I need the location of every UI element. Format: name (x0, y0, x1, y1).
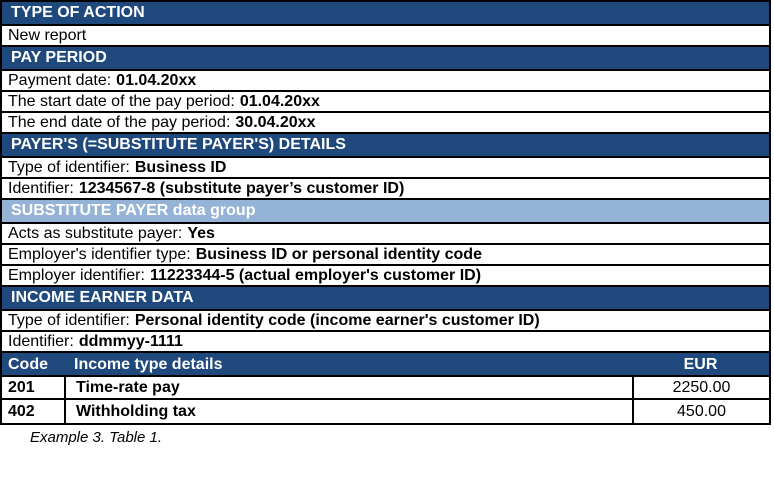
field-label: Employer identifier: (8, 266, 145, 284)
row-pay-period-start: The start date of the pay period: 01.04.… (2, 92, 769, 113)
field-label: Type of identifier: (8, 158, 130, 176)
income-type-details: Withholding tax (64, 400, 632, 423)
row-employer-identifier-type: Employer's identifier type: Business ID … (2, 245, 769, 266)
field-label: Identifier: (8, 332, 74, 350)
action-value: New report (8, 26, 87, 44)
field-value: Business ID (134, 158, 227, 176)
field-value: 1234567-8 (substitute payer’s customer I… (78, 179, 405, 197)
field-value: 11223344-5 (actual employer's customer I… (149, 266, 482, 284)
field-value: Yes (187, 224, 215, 242)
section-header-type-of-action: TYPE OF ACTION (2, 2, 769, 26)
section-title: SUBSTITUTE PAYER data group (11, 202, 256, 219)
field-value: 30.04.20xx (235, 113, 316, 131)
income-row-time-rate-pay: 201 Time-rate pay 2250.00 (2, 377, 769, 400)
field-value: Business ID or personal identity code (195, 245, 482, 263)
row-payer-identifier: Identifier: 1234567-8 (substitute payer’… (2, 179, 769, 200)
field-label: Type of identifier: (8, 311, 130, 329)
income-code: 201 (8, 379, 35, 396)
row-action-value: New report (2, 26, 769, 47)
table-caption: Example 3. Table 1. (30, 429, 163, 446)
income-type-details: Time-rate pay (64, 377, 632, 398)
income-amount: 2250.00 (632, 377, 769, 398)
field-label: Identifier: (8, 179, 74, 197)
income-code: 402 (8, 403, 35, 420)
section-header-substitute-payer: SUBSTITUTE PAYER data group (2, 200, 769, 224)
column-header-eur: EUR (683, 355, 718, 373)
income-table-header-row: Code Income type details EUR (2, 353, 769, 377)
row-earner-identifier-type: Type of identifier: Personal identity co… (2, 311, 769, 332)
section-title: TYPE OF ACTION (11, 4, 145, 21)
field-value: ddmmyy-1111 (78, 332, 183, 350)
section-header-payers-details: PAYER'S (=SUBSTITUTE PAYER'S) DETAILS (2, 134, 769, 158)
field-value: Personal identity code (income earner's … (134, 311, 540, 329)
section-header-pay-period: PAY PERIOD (2, 47, 769, 71)
section-title: PAY PERIOD (11, 49, 107, 66)
row-employer-identifier: Employer identifier: 11223344-5 (actual … (2, 266, 769, 287)
field-label: The start date of the pay period: (8, 92, 235, 110)
row-pay-period-end: The end date of the pay period: 30.04.20… (2, 113, 769, 134)
field-label: The end date of the pay period: (8, 113, 231, 131)
field-label: Acts as substitute payer: (8, 224, 183, 242)
section-title: INCOME EARNER DATA (11, 289, 194, 306)
field-label: Payment date: (8, 71, 112, 89)
section-title: PAYER'S (=SUBSTITUTE PAYER'S) DETAILS (11, 136, 346, 153)
column-header-code: Code (8, 355, 48, 373)
row-payment-date: Payment date: 01.04.20xx (2, 71, 769, 92)
column-header-income-type-details: Income type details (74, 355, 223, 373)
section-header-income-earner-data: INCOME EARNER DATA (2, 287, 769, 311)
field-value: 01.04.20xx (116, 71, 197, 89)
row-earner-identifier: Identifier: ddmmyy-1111 (2, 332, 769, 353)
field-value: 01.04.20xx (239, 92, 320, 110)
row-acts-as-substitute-payer: Acts as substitute payer: Yes (2, 224, 769, 245)
field-label: Employer's identifier type: (8, 245, 191, 263)
income-amount: 450.00 (632, 400, 769, 423)
row-payer-identifier-type: Type of identifier: Business ID (2, 158, 769, 179)
income-row-withholding-tax: 402 Withholding tax 450.00 (2, 400, 769, 423)
payroll-report-table: TYPE OF ACTION New report PAY PERIOD Pay… (0, 0, 771, 425)
